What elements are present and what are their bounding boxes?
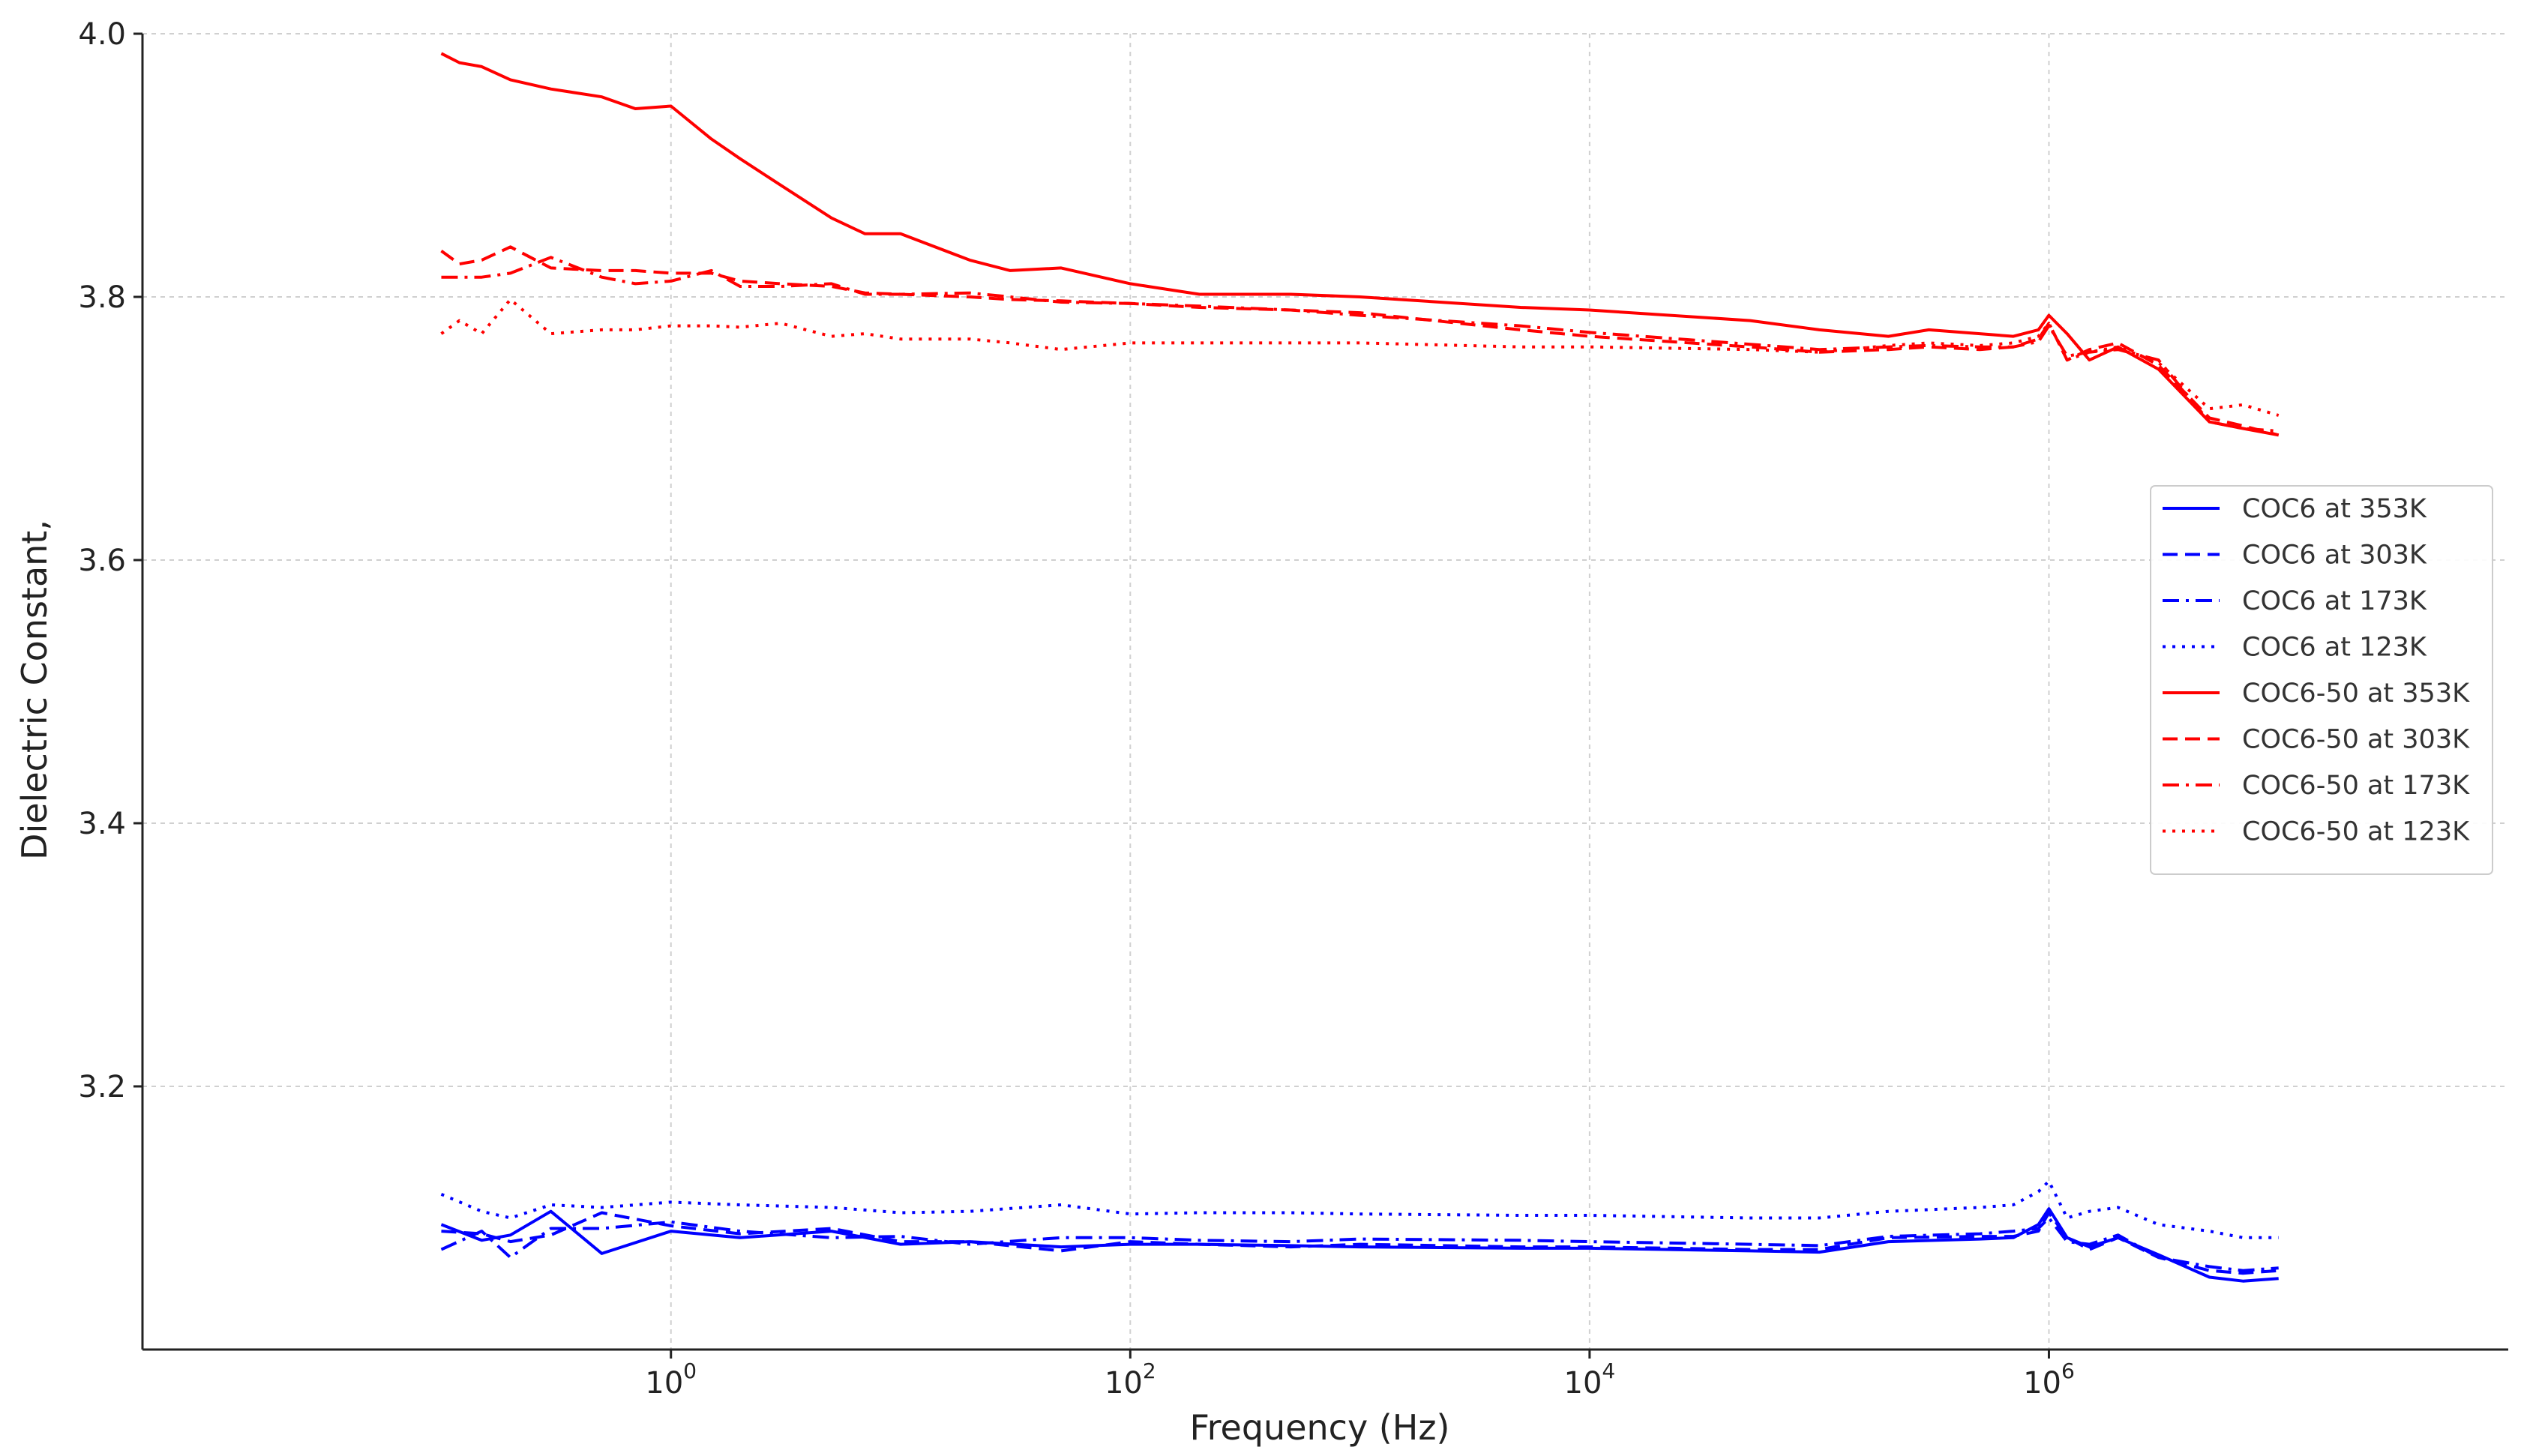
series-line-7	[440, 298, 2280, 417]
series-line-1	[441, 1211, 2279, 1275]
x-tick-base: 10	[1105, 1366, 1143, 1401]
legend-entry: COC6 at 123K	[2242, 633, 2427, 663]
legend: COC6 at 353K COC6 at 303K COC6 at 173K COC6…	[2150, 485, 2493, 875]
x-tick-label: 106	[2023, 1359, 2075, 1401]
legend-entry: COC6-50 at 303K	[2242, 725, 2470, 755]
series-line-2	[440, 1216, 2279, 1272]
x-tick-base: 10	[2023, 1366, 2061, 1401]
x-tick-exponent: 4	[1602, 1359, 1615, 1383]
legend-entry: COC6 at 303K	[2242, 541, 2427, 571]
x-tick-label: 102	[1105, 1359, 1156, 1401]
x-tick-exponent: 0	[683, 1359, 697, 1383]
x-tick-exponent: 2	[1143, 1359, 1156, 1383]
y-tick-label: 3.2	[78, 1070, 126, 1104]
legend-box	[2150, 485, 2493, 875]
y-tick-label: 4.0	[78, 17, 126, 52]
series-line-4	[440, 52, 2280, 437]
y-tick-label: 3.6	[78, 544, 126, 578]
series-line-3	[440, 1179, 2279, 1239]
x-tick-base: 10	[645, 1366, 683, 1401]
x-axis-label: Frequency (Hz)	[1190, 1407, 1450, 1448]
legend-entry: COC6 at 173K	[2242, 586, 2427, 616]
legend-entry: COC6 at 353K	[2242, 494, 2427, 524]
x-tick-label: 100	[645, 1359, 697, 1401]
legend-entry: COC6-50 at 173K	[2242, 771, 2470, 801]
y-tick-label: 3.4	[78, 807, 126, 841]
x-tick-base: 10	[1564, 1366, 1602, 1401]
axes	[141, 34, 2508, 1351]
legend-entry: COC6-50 at 353K	[2242, 679, 2470, 709]
legend-entry: COC6-50 at 123K	[2242, 817, 2470, 847]
y-axis-label: Dielectric Constant,	[14, 520, 55, 860]
x-tick-exponent: 6	[2061, 1359, 2075, 1383]
grid	[142, 33, 2508, 1350]
series-lines	[440, 52, 2280, 1283]
y-tick-label: 3.8	[78, 280, 126, 315]
x-tick-label: 104	[1564, 1359, 1616, 1401]
